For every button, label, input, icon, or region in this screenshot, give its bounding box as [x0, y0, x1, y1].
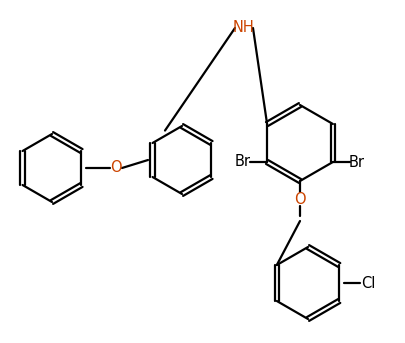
Text: Cl: Cl: [361, 275, 375, 291]
Text: O: O: [110, 161, 122, 176]
Text: Br: Br: [349, 154, 365, 169]
Text: NH: NH: [232, 21, 254, 35]
Text: O: O: [294, 191, 306, 206]
Text: Br: Br: [235, 154, 251, 169]
